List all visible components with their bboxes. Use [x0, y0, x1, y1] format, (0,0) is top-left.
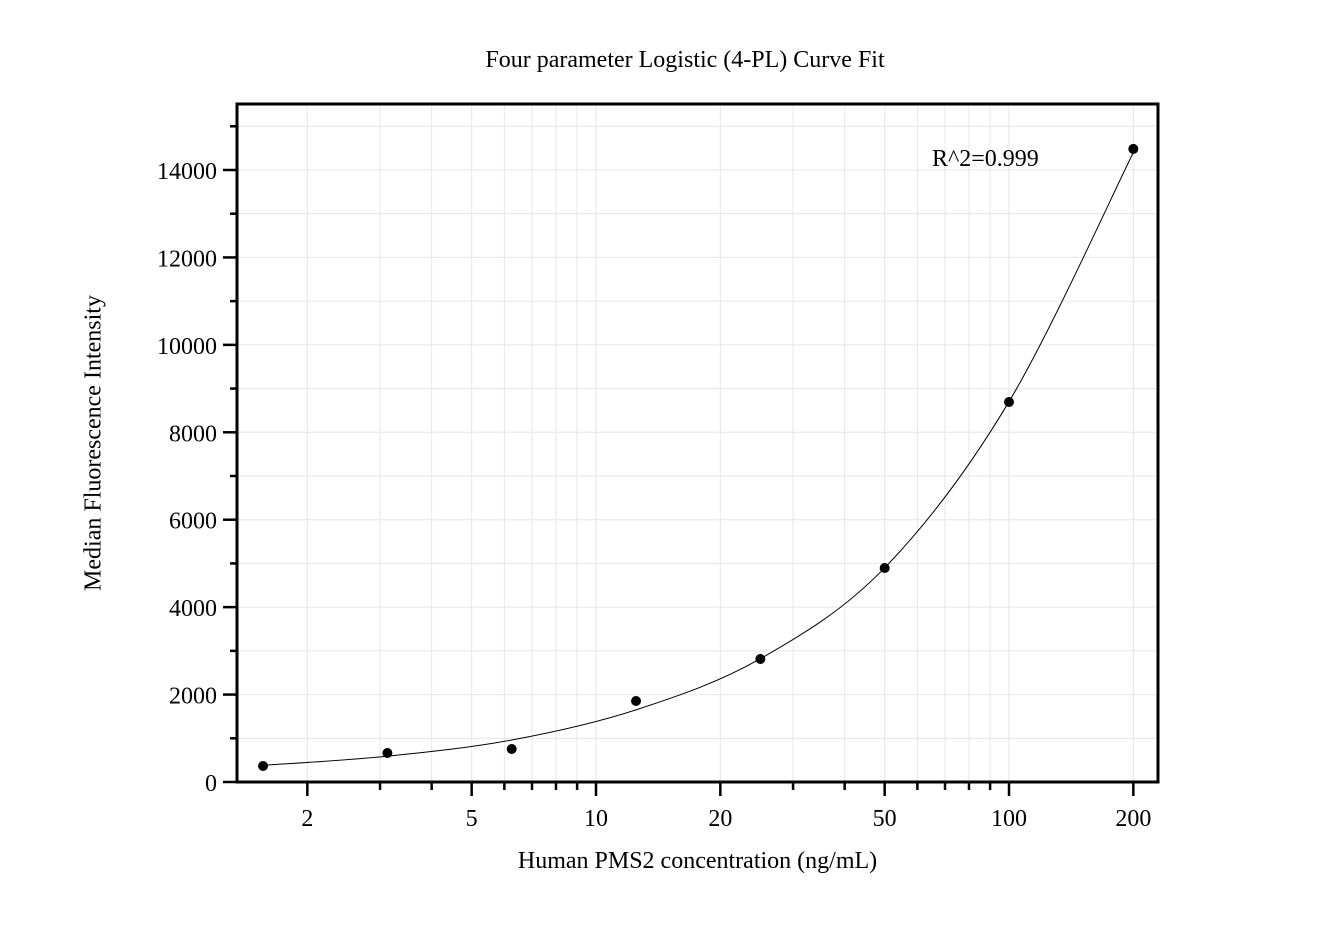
- data-point: [258, 761, 269, 772]
- data-point: [1004, 396, 1014, 407]
- x-tick-label: 2: [301, 806, 313, 832]
- y-tick-label: 12000: [157, 246, 217, 272]
- y-tick-label: 4000: [169, 596, 217, 622]
- x-tick-label: 50: [873, 806, 897, 832]
- data-points: [258, 143, 1139, 772]
- data-point: [755, 653, 766, 664]
- data-point: [879, 562, 890, 573]
- x-tick-label: 10: [584, 806, 608, 832]
- data-point: [506, 743, 517, 754]
- fit-curve: [263, 152, 1134, 766]
- x-tick-label: 200: [1115, 806, 1151, 832]
- data-point: [1128, 143, 1139, 154]
- x-tick-label: 5: [466, 806, 478, 832]
- y-tick-label: 14000: [157, 159, 217, 185]
- y-tick-label: 0: [205, 771, 217, 797]
- plot-frame: [235, 102, 1160, 784]
- x-axis-label: Human PMS2 concentration (ng/mL): [517, 848, 878, 874]
- y-tick-label: 8000: [169, 421, 217, 447]
- data-point: [631, 695, 642, 706]
- x-tick-label: 100: [991, 806, 1027, 832]
- data-point: [382, 748, 393, 759]
- y-axis-label: Median Fluorescence Intensity: [80, 295, 107, 591]
- y-tick-label: 6000: [169, 509, 217, 535]
- grid-lines: [237, 104, 1158, 782]
- x-tick-label: 20: [708, 806, 732, 832]
- y-tick-label: 2000: [169, 684, 217, 710]
- r-squared-annotation: R^2=0.999: [932, 146, 1039, 172]
- axis-ticks: 2 5 10 20 50 100 20002000400060008000100001200…: [157, 125, 1151, 832]
- chart-title: Four parameter Logistic (4-PL) Curve Fit: [485, 47, 885, 73]
- y-tick-label: 10000: [157, 334, 217, 360]
